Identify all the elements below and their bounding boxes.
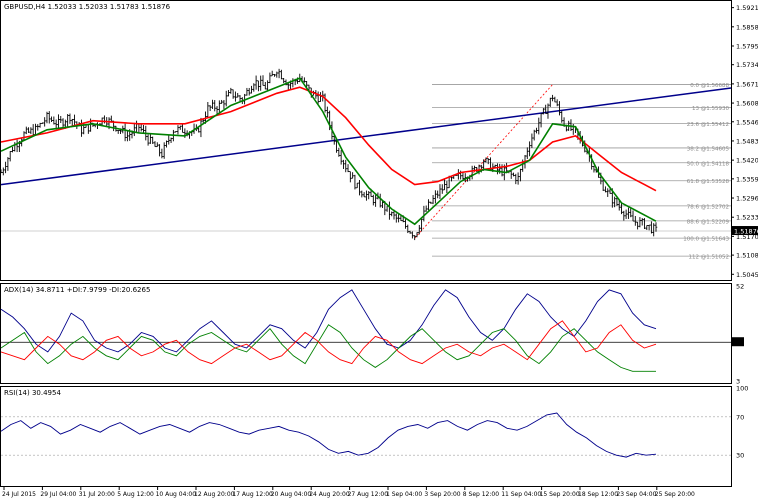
- price-axis-label: 1.57340: [736, 61, 758, 69]
- price-axis-label: 1.58585: [736, 23, 758, 31]
- adx-line-plus-di: [0, 324, 656, 372]
- price-axis-label: 1.57955: [736, 42, 758, 50]
- moving-average-red: [0, 86, 657, 192]
- rsi-header: RSI(14) 30.4954: [4, 389, 61, 397]
- time-axis-label: 1 Sep 04:00: [386, 491, 422, 498]
- rsi-axis-label: 30: [736, 452, 744, 460]
- time-axis-label: 11 Sep 04:00: [501, 491, 541, 498]
- rsi-line: [0, 412, 657, 458]
- time-axis-label: 8 Sep 12:00: [463, 491, 499, 498]
- price-axis-label: 1.55465: [736, 118, 758, 126]
- fib-level-label: 13 @1.55930: [692, 106, 729, 112]
- rsi-axis-label: 100: [736, 385, 748, 393]
- time-axis-label: 23 Sep 04:00: [616, 491, 656, 498]
- adx-axis-label: 52: [736, 283, 744, 291]
- fib-level-label: 38.2 @1.54605: [687, 146, 730, 152]
- time-axis-label: 24 Jul 2015: [2, 491, 36, 498]
- time-axis-label: 27 Aug 12:00: [348, 491, 389, 498]
- moving-average-green: [0, 77, 657, 226]
- time-axis-label: 24 Aug 20:00: [309, 491, 350, 498]
- fib-level-label: 50.0 @1.54118: [687, 161, 730, 167]
- fib-level-label: 100.0 @1.51643: [683, 237, 729, 243]
- current-price-label: 1.51876: [734, 228, 758, 236]
- adx-value-box: [732, 337, 744, 347]
- time-axis-label: 18 Sep 12:00: [578, 491, 618, 498]
- price-axis-label: 1.56710: [736, 80, 758, 88]
- fib-level-label: 23.6 @1.55412: [687, 122, 729, 128]
- fib-level-label: 0.0 @1.56688: [690, 83, 729, 89]
- price-axis-label: 1.52960: [736, 195, 758, 203]
- trendline: [0, 87, 732, 186]
- time-axis-label: 29 Jul 04:00: [40, 491, 76, 498]
- rsi-axis-label: 70: [736, 413, 744, 421]
- price-axis-label: 1.50455: [736, 271, 758, 279]
- time-axis-label: 31 Jul 20:00: [79, 491, 115, 498]
- time-axis-label: 12 Aug 20:00: [194, 491, 235, 498]
- adx-line-minus-di: [0, 320, 657, 365]
- price-axis-label: 1.51700: [736, 233, 758, 241]
- price-axis-label: 1.51085: [736, 252, 758, 260]
- time-axis-label: 25 Sep 20:00: [655, 491, 695, 498]
- price-axis-label: 1.54205: [736, 157, 758, 165]
- price-axis-label: 1.53590: [736, 175, 758, 183]
- price-axis-label: 1.56080: [736, 100, 758, 108]
- time-axis-label: 17 Aug 12:00: [232, 491, 273, 498]
- time-axis-label: 10 Aug 04:00: [156, 491, 197, 498]
- time-axis-label: 5 Aug 12:00: [117, 491, 154, 498]
- time-axis-label: 20 Aug 04:00: [271, 491, 312, 498]
- price-axis-label: 1.54835: [736, 137, 758, 145]
- fib-level-label: 112 @1.51052: [689, 255, 730, 261]
- symbol-header: GBPUSD,H4 1.52033 1.52033 1.51783 1.5187…: [4, 3, 171, 11]
- fib-level-label: 78.6 @1.52702: [687, 204, 729, 210]
- fib-diagonal: [414, 84, 553, 239]
- adx-line-adx: [0, 289, 657, 353]
- time-axis-label: 15 Sep 20:00: [540, 491, 580, 498]
- price-axis-label: 1.59215: [736, 4, 758, 12]
- fib-level-label: 61.8 @1.53528: [687, 179, 730, 185]
- fib-level-label: 88.6 @1.52209: [687, 219, 730, 225]
- price-axis-label: 1.52330: [736, 214, 758, 222]
- adx-header: ADX(14) 34.8711 +DI:7.9799 -DI:20.6265: [4, 286, 150, 294]
- current-price-box: [732, 226, 758, 236]
- adx-pane: [0, 283, 732, 384]
- rsi-pane: [0, 386, 732, 487]
- adx-axis-label: 3: [736, 378, 740, 386]
- time-axis-label: 3 Sep 20:00: [424, 491, 460, 498]
